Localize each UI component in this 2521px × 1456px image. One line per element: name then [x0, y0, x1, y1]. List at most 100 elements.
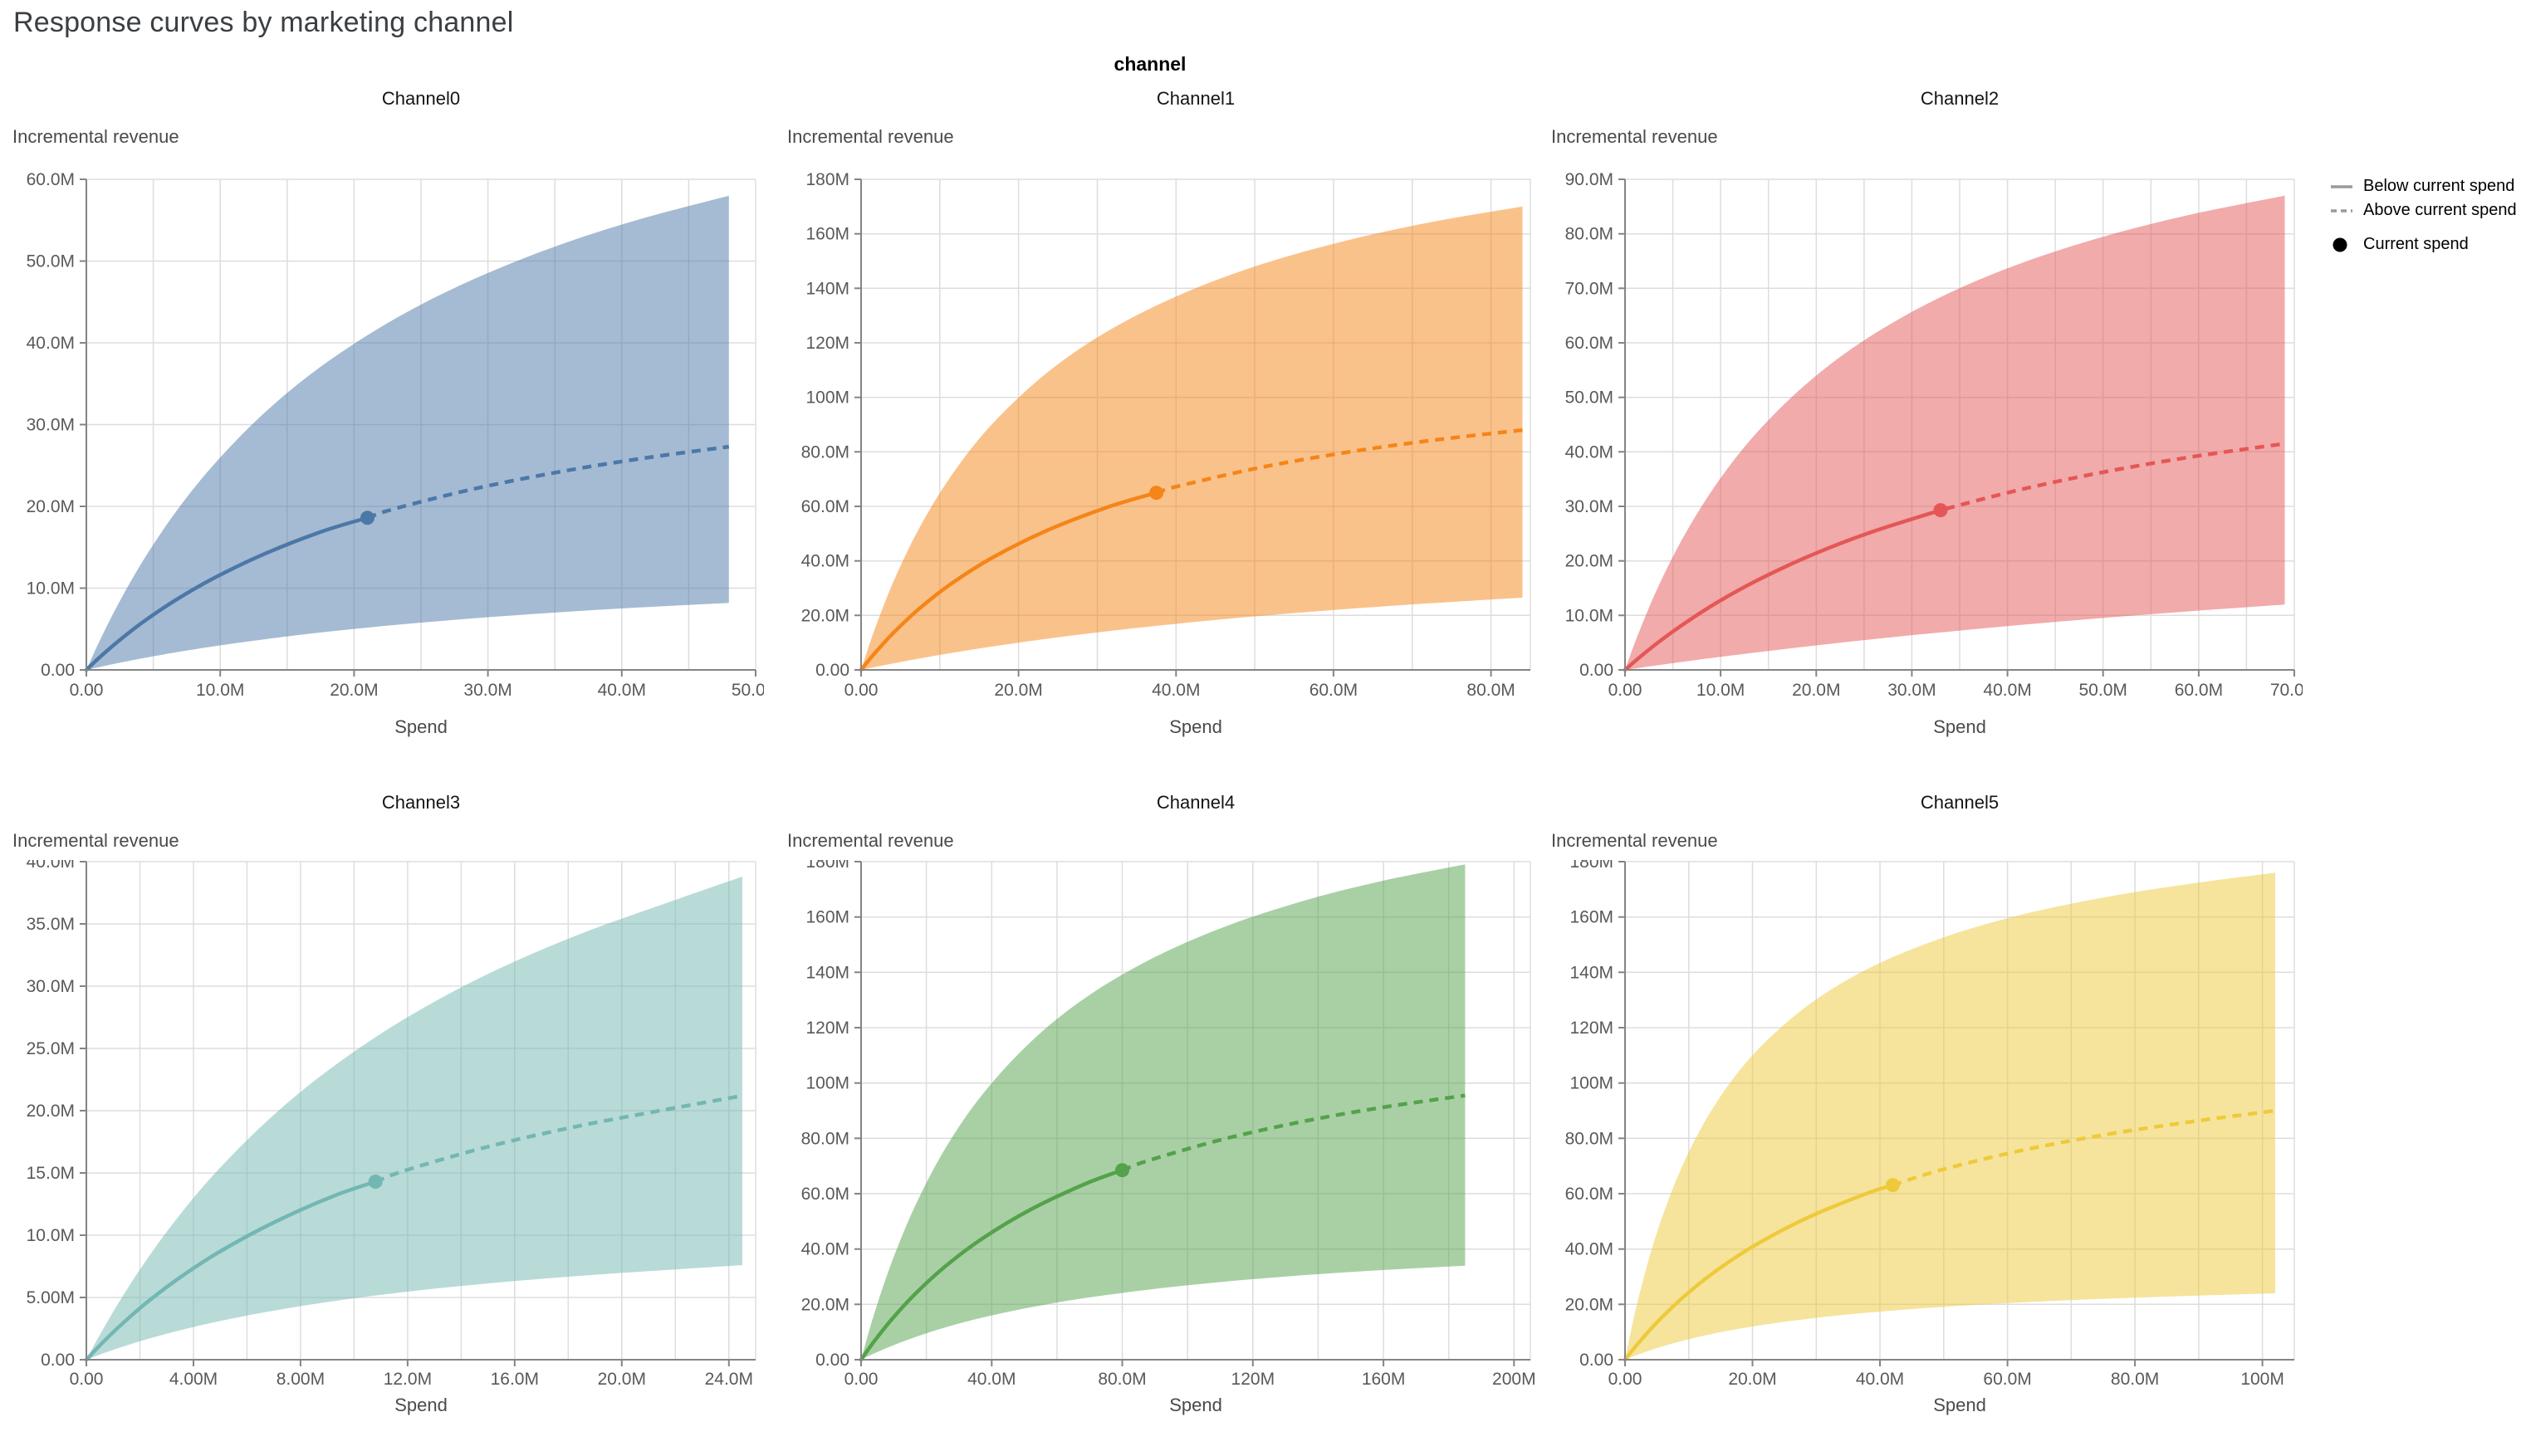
y-tick-label: 50.0M: [1565, 388, 1613, 408]
y-tick-label: 40.0M: [801, 1240, 849, 1259]
legend-label: Below current spend: [2363, 177, 2515, 195]
x-tick-label: 50.0M: [732, 681, 764, 700]
y-tick-label: 80.0M: [801, 1129, 849, 1148]
y-tick-label: 25.0M: [27, 1039, 75, 1058]
channel0-chart: 0.00 10.0M 20.0M 30.0M 40.0M 50.0M 0.00 10.0M 20…: [27, 170, 764, 737]
x-tick-label: 200M: [1492, 1370, 1536, 1389]
x-tick-label: 20.0M: [598, 1370, 646, 1389]
y-tick-label: 60.0M: [1565, 334, 1613, 353]
subplot-title: Channel5: [1920, 792, 2000, 813]
y-axis-title: Incremental revenue: [1551, 830, 1718, 851]
solid-line-icon: [2331, 184, 2352, 188]
x-tick-label: 30.0M: [1887, 681, 1936, 700]
x-tick-label: 10.0M: [1696, 681, 1745, 700]
legend: Below current spend Above current spend …: [2330, 174, 2518, 257]
below-current-spend-line: [1623, 508, 1943, 672]
below-current-spend-line: [84, 1180, 378, 1362]
x-tick-label: 0.00: [1608, 1370, 1642, 1389]
channel3-chart: 0.00 4.00M 8.00M 12.0M 16.0M 20.0M 24.0M 0.00 5.…: [27, 860, 756, 1415]
y-tick-label: 180M: [1569, 860, 1613, 872]
uncertainty-band: [86, 195, 729, 670]
y-tick-label: 10.0M: [27, 579, 75, 599]
y-tick-label: 140M: [805, 963, 849, 982]
x-tick-label: 60.0M: [2175, 681, 2223, 700]
x-tick-label: 60.0M: [1309, 681, 1358, 700]
x-tick-label: 30.0M: [463, 681, 512, 700]
x-tick-label: 60.0M: [1983, 1370, 2031, 1389]
x-tick-label: 16.0M: [491, 1370, 539, 1389]
y-tick-label: 80.0M: [1565, 1129, 1613, 1148]
y-axis-title: Incremental revenue: [12, 126, 179, 147]
y-tick-label: 40.0M: [1565, 442, 1613, 462]
x-tick-label: 4.00M: [169, 1370, 218, 1389]
y-tick-label: 140M: [1569, 963, 1613, 982]
x-axis-title: Spend: [1933, 1395, 1986, 1415]
y-tick-label: 60.0M: [801, 1185, 849, 1204]
subplot-channel5: Channel5 Incremental revenue 0.00 20.0M 40…: [1551, 792, 2303, 1456]
y-tick-label: 30.0M: [27, 977, 75, 996]
x-tick-label: 80.0M: [1098, 1370, 1146, 1389]
x-tick-label: 40.0M: [598, 681, 646, 700]
x-tick-label: 80.0M: [1466, 681, 1515, 700]
x-tick-label: 80.0M: [2111, 1370, 2159, 1389]
x-tick-label: 20.0M: [1728, 1370, 1776, 1389]
y-tick-label: 120M: [805, 1019, 849, 1038]
subplot-channel0: Channel0 Incremental revenue 0.00 10.0M 20…: [12, 88, 764, 752]
x-tick-label: 24.0M: [705, 1370, 753, 1389]
x-tick-label: 40.0M: [1856, 1370, 1904, 1389]
below-current-spend-line: [84, 515, 370, 672]
above-current-spend-line: [366, 444, 730, 520]
y-tick-label: 140M: [805, 279, 849, 298]
x-tick-label: 40.0M: [1983, 681, 2031, 700]
subplot-channel2: Channel2 Incremental revenue 0.00 10.0M 20…: [1551, 88, 2303, 752]
x-axis-title: Spend: [394, 1395, 448, 1415]
legend-item-current-spend: Current spend: [2330, 232, 2518, 257]
y-tick-label: 120M: [805, 334, 849, 353]
above-current-spend-line: [374, 1093, 743, 1184]
below-current-spend-line: [859, 491, 1158, 672]
uncertainty-band: [86, 877, 742, 1360]
y-tick-label: 80.0M: [801, 442, 849, 462]
y-tick-label: 120M: [1569, 1019, 1613, 1038]
x-axis-title: Spend: [1933, 716, 1986, 737]
subplot-title: Channel0: [381, 88, 461, 109]
subplot-title: Channel1: [1156, 88, 1236, 109]
y-tick-label: 100M: [805, 388, 849, 408]
channel4-chart: 0.00 40.0M 80.0M 120M 160M 200M 0.00 20.0M 40.0M…: [801, 860, 1536, 1415]
x-axis-title: Spend: [1169, 1395, 1222, 1415]
y-axis-title: Incremental revenue: [787, 830, 954, 851]
subplot-channel4: Channel4 Incremental revenue 0.00 40.0M 80…: [787, 792, 1539, 1456]
x-axis-title: Spend: [1169, 716, 1222, 737]
y-axis-title: Incremental revenue: [12, 830, 179, 851]
y-tick-label: 80.0M: [1565, 225, 1613, 244]
y-tick-label: 180M: [805, 170, 849, 189]
y-tick-label: 40.0M: [27, 334, 75, 353]
x-tick-label: 50.0M: [2079, 681, 2127, 700]
legend-item-below-current-spend: Below current spend: [2330, 174, 2518, 198]
above-current-spend-line: [1155, 428, 1523, 495]
x-axis-title: Spend: [394, 716, 448, 737]
x-tick-label: 0.00: [70, 1370, 104, 1389]
y-tick-label: 30.0M: [1565, 497, 1613, 516]
x-tick-label: 20.0M: [1792, 681, 1840, 700]
x-tick-label: 40.0M: [1152, 681, 1200, 700]
filled-circle-icon: [2333, 237, 2347, 252]
y-tick-label: 60.0M: [1565, 1185, 1613, 1204]
y-tick-label: 0.00: [41, 661, 75, 680]
below-current-spend-line: [859, 1168, 1124, 1362]
y-tick-label: 40.0M: [801, 552, 849, 571]
y-tick-label: 0.00: [815, 1351, 849, 1370]
y-tick-label: 160M: [1569, 908, 1613, 927]
subplot-title: Channel3: [381, 792, 461, 813]
x-tick-label: 20.0M: [994, 681, 1042, 700]
above-current-spend-line: [1121, 1093, 1466, 1172]
y-tick-label: 35.0M: [27, 915, 75, 934]
y-tick-label: 60.0M: [27, 170, 75, 189]
x-tick-label: 8.00M: [277, 1370, 325, 1389]
page-title: Response curves by marketing channel: [13, 7, 514, 38]
current-spend-dot: [1149, 486, 1164, 501]
subplot-title: Channel2: [1920, 88, 2000, 109]
y-tick-label: 90.0M: [1565, 170, 1613, 189]
current-spend-dot: [1885, 1178, 1900, 1193]
y-tick-label: 40.0M: [1565, 1240, 1613, 1259]
